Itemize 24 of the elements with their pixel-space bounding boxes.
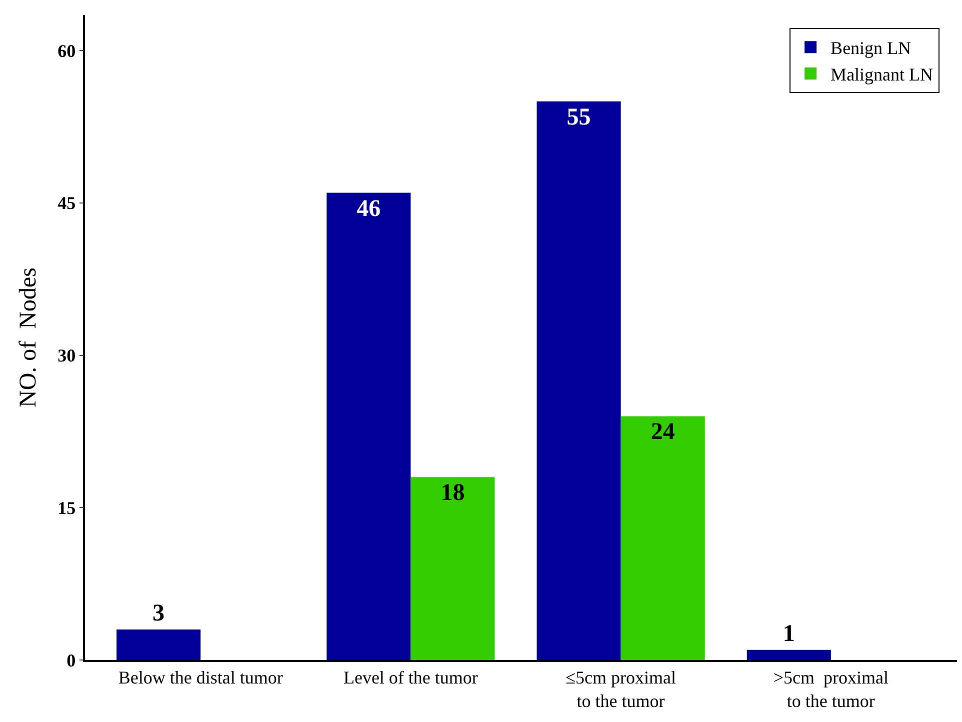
legend-label: Benign LN [830, 38, 912, 58]
data-label: 1 [782, 620, 795, 647]
bar [326, 192, 411, 660]
legend-label: Malignant LN [830, 64, 934, 85]
bar [536, 101, 621, 660]
bar [116, 630, 201, 660]
data-label: 24 [650, 419, 675, 446]
y-axis-title: NO. of Nodes [15, 268, 42, 408]
bar [746, 650, 831, 660]
x-tick-label: >5cm proximal to the tumor [773, 667, 888, 711]
y-tick-label: 60 [58, 40, 76, 61]
y-tick-label: 15 [58, 498, 76, 518]
y-tick-label: 30 [58, 346, 76, 366]
bar [410, 477, 495, 660]
data-label: 46 [356, 196, 381, 222]
y-tick-label: 45 [58, 193, 76, 214]
bar [620, 416, 705, 660]
y-tick-label: 0 [66, 650, 76, 670]
x-tick-label: Level of the tumor [343, 667, 478, 688]
data-label: 3 [152, 600, 165, 627]
data-label: 55 [566, 104, 591, 130]
x-tick-label: ≤5cm proximal to the tumor [566, 667, 676, 711]
data-label: 18 [440, 480, 465, 506]
x-tick-label: Below the distal tumor [118, 667, 283, 688]
